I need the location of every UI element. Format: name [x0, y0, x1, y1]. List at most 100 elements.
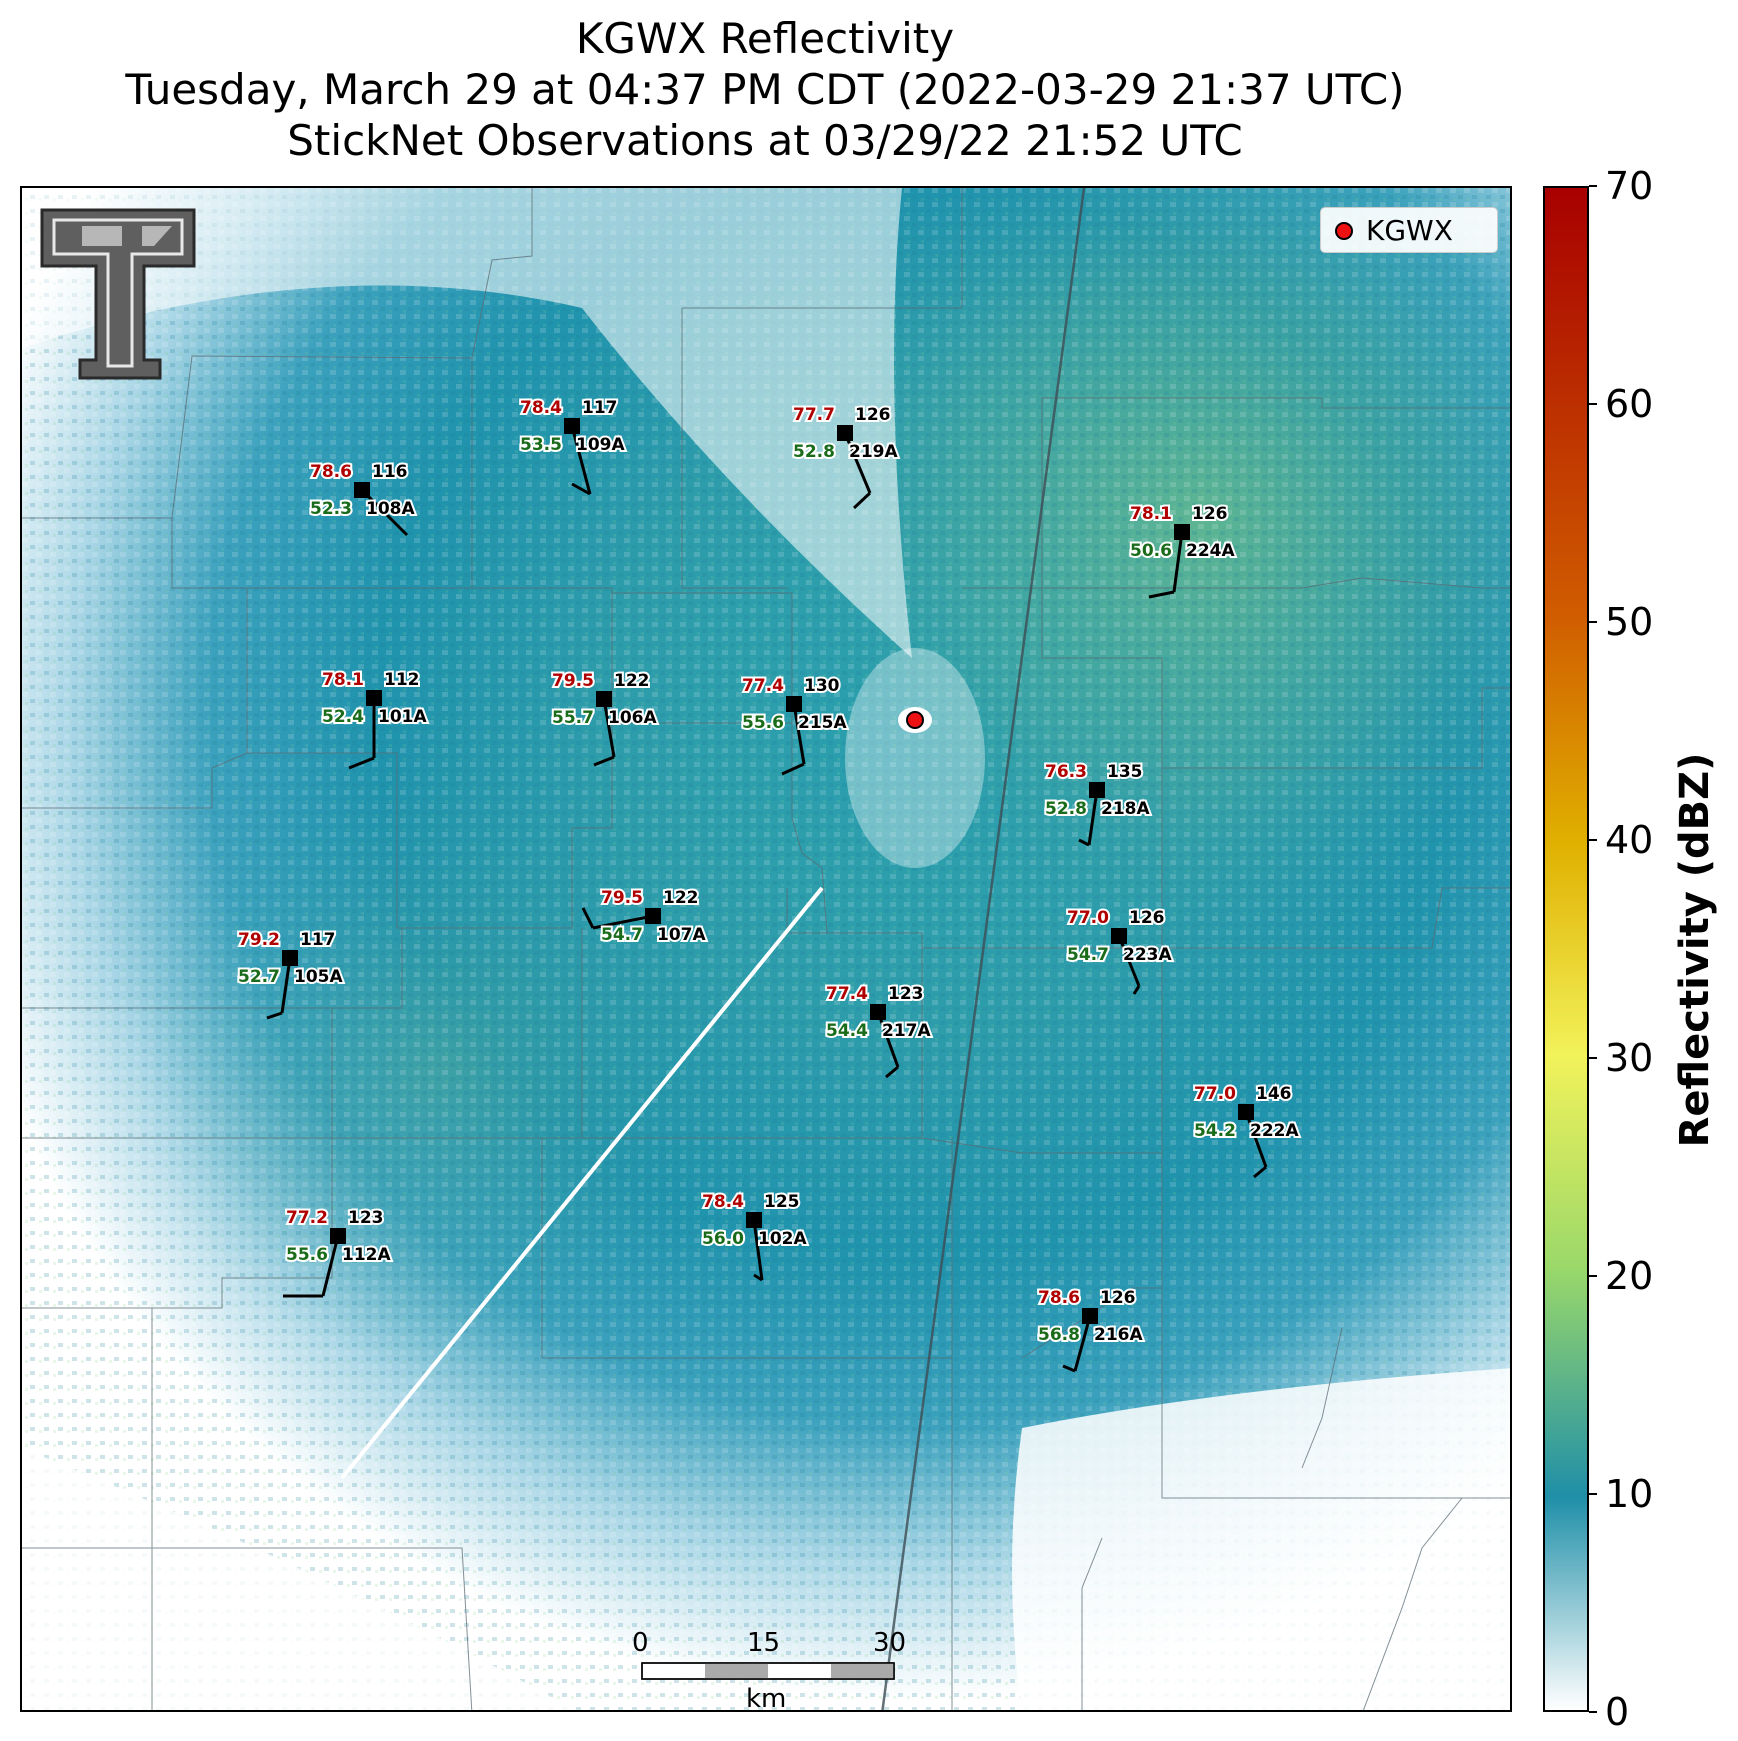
station-id: 102A — [758, 1229, 807, 1249]
colorbar-tick-mark — [1589, 1275, 1597, 1277]
colorbar-tick-mark — [1589, 621, 1597, 623]
station-id: 222A — [1250, 1121, 1299, 1141]
station-101A[interactable]: 78.1 112 52.4 101A — [320, 668, 429, 770]
station-102A[interactable]: 78.4 125 56.0 102A — [700, 1190, 809, 1282]
station-216A[interactable]: 78.6 126 56.8 216A — [1036, 1286, 1145, 1373]
colorbar — [1543, 186, 1589, 1712]
low-echo-area-southwest — [22, 1448, 575, 1710]
station-marker — [837, 425, 853, 441]
wind-barb-staff — [321, 1235, 340, 1297]
colorbar-tick-label: 70 — [1605, 164, 1654, 208]
station-marker — [870, 1004, 886, 1020]
station-dewpoint: 54.7 — [601, 925, 643, 945]
title-line-time: Tuesday, March 29 at 04:37 PM CDT (2022-… — [125, 65, 1405, 114]
station-id: 109A — [576, 435, 625, 455]
wind-barb-staff — [1117, 935, 1141, 987]
station-temperature: 77.4 — [742, 676, 784, 696]
wind-barb-staff — [876, 1011, 900, 1068]
station-224A[interactable]: 78.1 126 50.6 224A — [1128, 502, 1237, 599]
colorbar-tick-label: 30 — [1605, 1036, 1654, 1080]
station-218A[interactable]: 76.3 135 52.8 218A — [1043, 760, 1152, 847]
wind-barb-staff — [792, 703, 806, 765]
station-temperature: 77.0 — [1067, 908, 1109, 928]
station-id: 108A — [366, 499, 415, 519]
station-pressure: 146 — [1256, 1084, 1292, 1104]
station-109A[interactable]: 78.4 117 53.5 109A — [518, 396, 627, 496]
colorbar-tick-label: 20 — [1605, 1254, 1654, 1298]
station-dewpoint: 54.4 — [826, 1021, 868, 1041]
wind-barb-staff — [280, 957, 292, 1014]
wind-barb-flag — [348, 756, 375, 770]
colorbar-tick-mark — [1589, 1711, 1597, 1713]
station-marker — [596, 691, 612, 707]
station-dewpoint: 52.8 — [1045, 799, 1087, 819]
station-215A[interactable]: 77.4 130 55.6 215A — [740, 674, 849, 776]
station-temperature: 76.3 — [1045, 762, 1087, 782]
station-marker — [1111, 928, 1127, 944]
wind-barb-staff — [570, 425, 592, 495]
station-217A[interactable]: 77.4 123 54.4 217A — [824, 982, 933, 1079]
station-pressure: 126 — [1129, 908, 1165, 928]
station-105A[interactable]: 79.2 117 52.7 105A — [236, 928, 345, 1020]
colorbar-tick-label: 40 — [1605, 818, 1654, 862]
scale-label-15: 15 — [747, 1628, 781, 1658]
scale-label-30: 30 — [873, 1628, 907, 1658]
station-id: 224A — [1186, 541, 1235, 561]
wind-barb-staff — [752, 1219, 764, 1281]
wind-barb-flag — [1078, 838, 1090, 847]
station-107A[interactable]: 79.5 122 54.7 107A — [581, 886, 708, 947]
station-id: 106A — [608, 708, 657, 728]
title-line-observations: StickNet Observations at 03/29/22 21:52 … — [287, 116, 1243, 165]
station-id: 219A — [849, 442, 898, 462]
wind-barb-staff — [592, 914, 654, 930]
station-pressure: 116 — [372, 462, 408, 482]
station-223A[interactable]: 77.0 126 54.7 223A — [1065, 906, 1174, 995]
station-dewpoint: 52.4 — [322, 707, 364, 727]
colorbar-tick-mark — [1589, 403, 1597, 405]
station-pressure: 123 — [348, 1208, 384, 1228]
station-marker — [746, 1212, 762, 1228]
station-id: 216A — [1094, 1325, 1143, 1345]
station-temperature: 78.6 — [310, 462, 352, 482]
station-219A[interactable]: 77.7 126 52.8 219A — [791, 403, 900, 510]
legend-label: KGWX — [1366, 214, 1453, 247]
station-dewpoint: 50.6 — [1130, 541, 1172, 561]
scale-unit-label: km — [746, 1684, 787, 1712]
station-dewpoint: 52.7 — [238, 967, 280, 987]
scale-bar — [641, 1662, 895, 1680]
station-id: 217A — [882, 1021, 931, 1041]
texas-tech-logo-icon — [40, 208, 196, 380]
station-112A[interactable]: 77.2 123 55.6 112A — [283, 1206, 393, 1298]
station-pressure: 117 — [300, 930, 336, 950]
wind-barb-staff — [1073, 1315, 1092, 1372]
station-temperature: 77.4 — [826, 984, 868, 1004]
station-temperature: 79.5 — [552, 671, 594, 691]
station-dewpoint: 56.8 — [1038, 1325, 1080, 1345]
station-108A[interactable]: 78.6 116 52.3 108A — [308, 460, 417, 537]
station-pressure: 122 — [663, 888, 699, 908]
wind-barb-flag — [395, 523, 409, 537]
station-temperature: 78.1 — [322, 670, 364, 690]
wind-barb-staff — [843, 432, 872, 494]
station-dewpoint: 56.0 — [702, 1229, 744, 1249]
station-temperature: 77.0 — [1194, 1084, 1236, 1104]
colorbar-tick-label: 10 — [1605, 1472, 1654, 1516]
station-dewpoint: 52.8 — [793, 442, 835, 462]
map-legend: KGWX — [1320, 207, 1498, 253]
radar-site-kgwx[interactable] — [906, 711, 924, 729]
colorbar-tick-mark — [1589, 1493, 1597, 1495]
station-temperature: 79.5 — [601, 888, 643, 908]
station-dewpoint: 53.5 — [520, 435, 562, 455]
colorbar-tick-mark — [1589, 1057, 1597, 1059]
station-id: 107A — [657, 925, 706, 945]
radar-map[interactable]: 78.4 117 53.5 109A 77.7 126 52.8 219A 78.6 116 52.… — [20, 186, 1512, 1712]
station-temperature: 78.1 — [1130, 504, 1172, 524]
station-106A[interactable]: 79.5 122 55.7 106A — [550, 669, 659, 767]
low-echo-area-southeast — [1012, 1368, 1510, 1710]
wind-barb-flag — [885, 1065, 899, 1079]
wind-barb-flag — [581, 907, 595, 929]
county-boundaries — [22, 188, 1510, 1710]
station-dewpoint: 54.2 — [1194, 1121, 1236, 1141]
beam-blockage-ray — [340, 886, 824, 1480]
station-222A[interactable]: 77.0 146 54.2 222A — [1192, 1082, 1301, 1179]
